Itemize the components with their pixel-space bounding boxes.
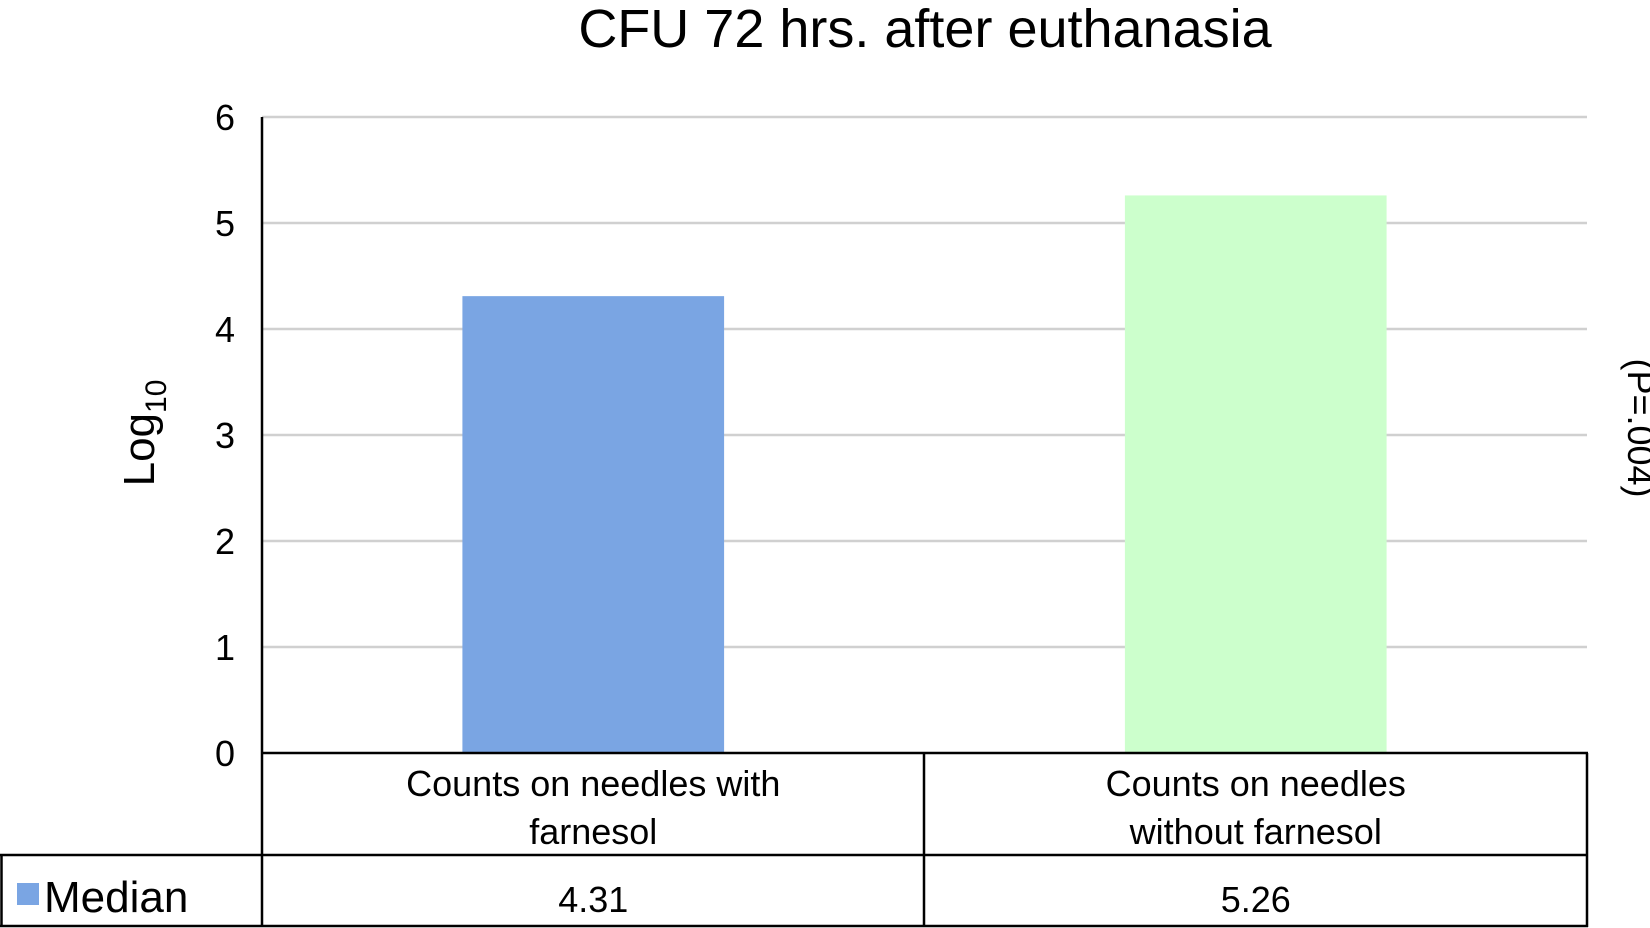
y-tick-labels: 0 1 2 3 4 5 6 (215, 97, 235, 774)
y-axis-label-subscript: 10 (140, 380, 173, 413)
bars (462, 195, 1387, 753)
bar (462, 296, 725, 753)
gridlines (262, 115, 1587, 649)
y-axis-label: Log10 (115, 380, 173, 487)
category-label-line: without farnesol (1129, 811, 1382, 852)
legend-label: Median (44, 873, 188, 922)
data-table (0, 751, 1589, 928)
legend: Median (17, 873, 188, 922)
category-label-line: farnesol (529, 811, 657, 852)
y-tick-label: 2 (215, 521, 235, 562)
y-axis-label-main: Log (115, 413, 164, 486)
category-labels: Counts on needles with farnesol Counts on … (406, 763, 1406, 852)
category-label-line: Counts on needles (1106, 763, 1406, 804)
y-tick-label: 0 (215, 733, 235, 774)
category-label-line: Counts on needles with (406, 763, 780, 804)
y-tick-label: 5 (215, 203, 235, 244)
legend-swatch (17, 883, 39, 905)
chart-title: CFU 72 hrs. after euthanasia (578, 0, 1272, 59)
y-tick-label: 6 (215, 97, 235, 138)
y-tick-label: 3 (215, 415, 235, 456)
p-value-annotation: (P=.004) (1620, 358, 1650, 497)
value-label: 4.31 (558, 879, 628, 920)
y-tick-label: 4 (215, 309, 235, 350)
y-tick-label: 1 (215, 627, 235, 668)
value-label: 5.26 (1221, 879, 1291, 920)
bar (1124, 195, 1387, 753)
value-labels: 4.31 5.26 (558, 879, 1291, 920)
